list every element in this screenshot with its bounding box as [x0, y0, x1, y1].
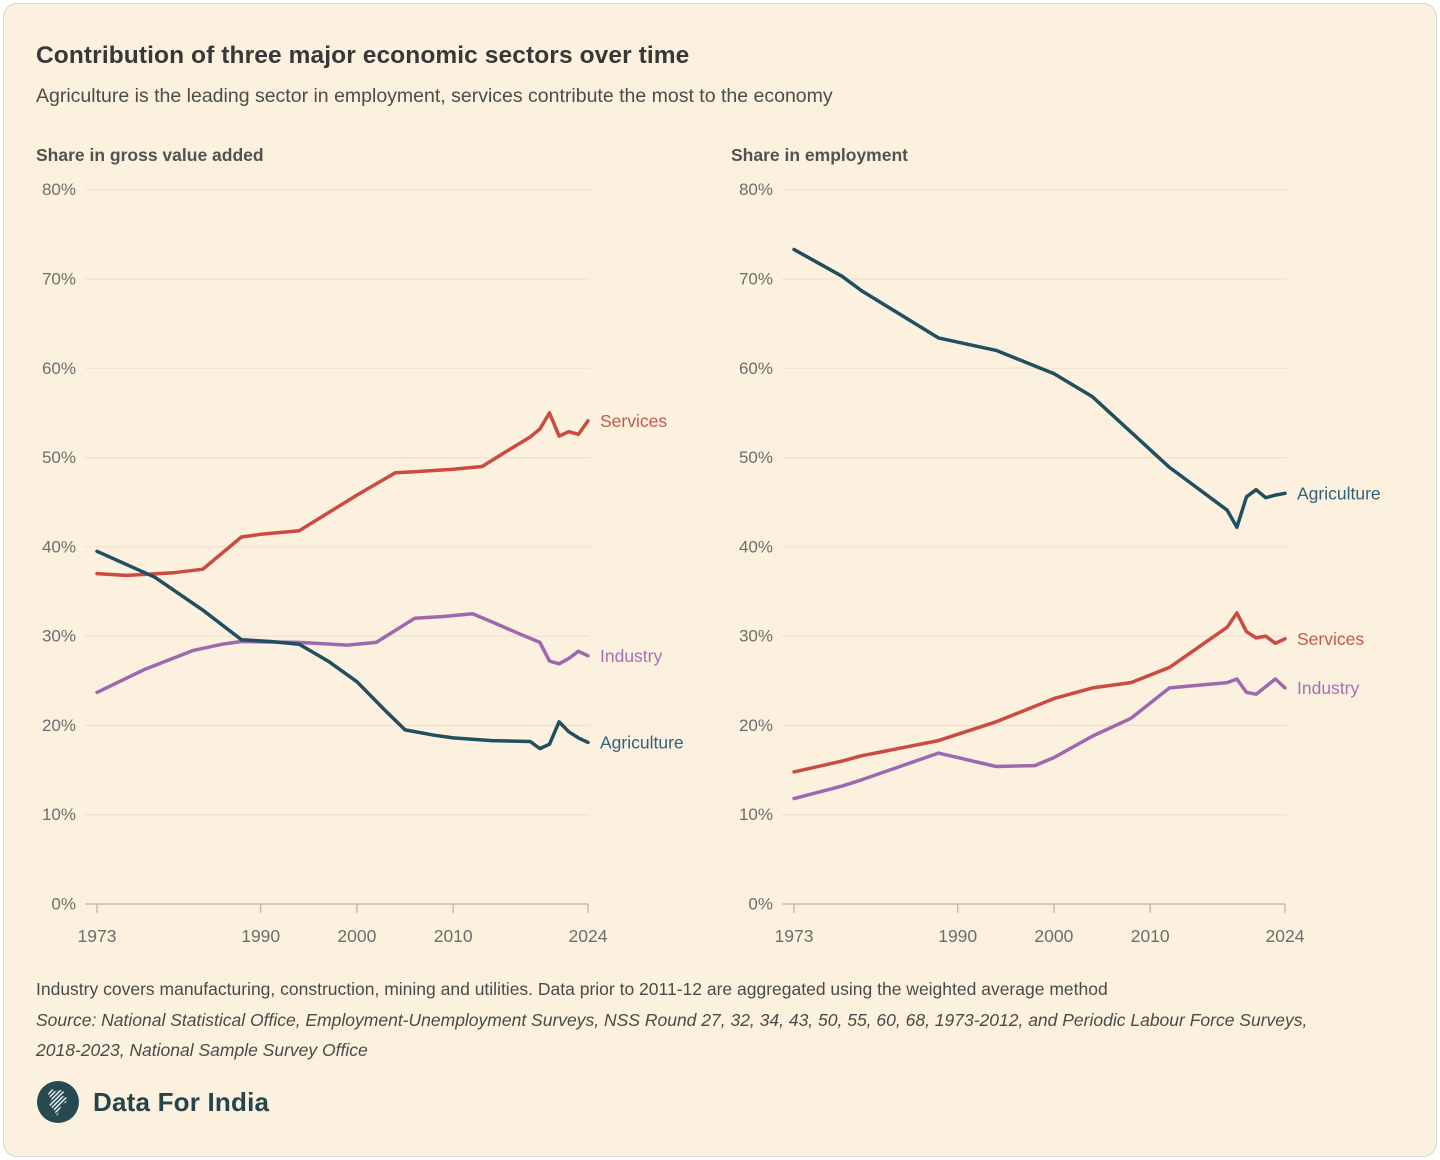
y-tick-label: 0%	[748, 895, 773, 914]
y-tick-label: 60%	[42, 359, 76, 378]
x-tick-label: 2000	[1034, 926, 1073, 946]
data-for-india-logo	[37, 1081, 79, 1123]
series-label-industry: Industry	[600, 646, 662, 666]
y-tick-label: 80%	[739, 180, 773, 199]
y-tick-label: 0%	[51, 895, 76, 914]
chart-employment: 0% 10% 20% 30% 40% 50% 60% 70% 80% 1973 1990 2000 20…	[739, 180, 1381, 946]
series-line-agriculture	[792, 247, 1287, 529]
series-line-industry	[95, 612, 590, 695]
x-tick-label: 1973	[78, 926, 117, 946]
series-label-services: Services	[1297, 629, 1364, 649]
series-label-services: Services	[600, 411, 667, 431]
x-tick-label: 2024	[1266, 926, 1305, 946]
y-tick-label: 60%	[739, 359, 773, 378]
brand-footer: Data For India	[36, 1080, 269, 1124]
footnote: Industry covers manufacturing, construct…	[36, 979, 1108, 999]
source-note: Source: National Statistical Office, Emp…	[36, 1010, 1308, 1060]
india-map-icon	[48, 1088, 68, 1116]
series-label-agriculture: Agriculture	[600, 732, 684, 752]
left-chart-title: Share in gross value added	[36, 145, 264, 165]
x-tick-label: 2024	[569, 926, 608, 946]
x-tick-label: 2010	[1131, 926, 1170, 946]
page-title: Contribution of three major economic sec…	[36, 42, 690, 69]
chart-gross-value-added: 0% 10% 20% 30% 40% 50% 60% 70% 80% 1973 1990 2000 20…	[42, 180, 684, 946]
x-tick-label: 1973	[775, 926, 814, 946]
y-tick-label: 50%	[739, 448, 773, 467]
series-line-services	[792, 611, 1287, 774]
x-tick-label: 2000	[337, 926, 376, 946]
series-label-agriculture: Agriculture	[1297, 483, 1381, 503]
series-label-industry: Industry	[1297, 678, 1359, 698]
y-tick-label: 20%	[42, 716, 76, 735]
y-tick-label: 50%	[42, 448, 76, 467]
y-tick-label: 20%	[739, 716, 773, 735]
series-line-services	[95, 411, 590, 578]
series-line-agriculture	[95, 549, 590, 751]
right-chart-title: Share in employment	[731, 145, 908, 165]
y-tick-label: 40%	[739, 537, 773, 556]
y-tick-label: 80%	[42, 180, 76, 199]
y-tick-label: 70%	[42, 269, 76, 288]
y-tick-label: 10%	[42, 805, 76, 824]
y-tick-label: 70%	[739, 269, 773, 288]
y-tick-label: 10%	[739, 805, 773, 824]
page-subtitle: Agriculture is the leading sector in emp…	[36, 85, 833, 107]
y-tick-label: 40%	[42, 537, 76, 556]
series-line-industry	[792, 677, 1287, 801]
x-tick-label: 1990	[241, 926, 280, 946]
brand-name: Data For India	[93, 1086, 270, 1117]
y-tick-label: 30%	[739, 627, 773, 646]
x-tick-label: 2010	[434, 926, 473, 946]
x-tick-label: 1990	[938, 926, 977, 946]
y-tick-label: 30%	[42, 627, 76, 646]
